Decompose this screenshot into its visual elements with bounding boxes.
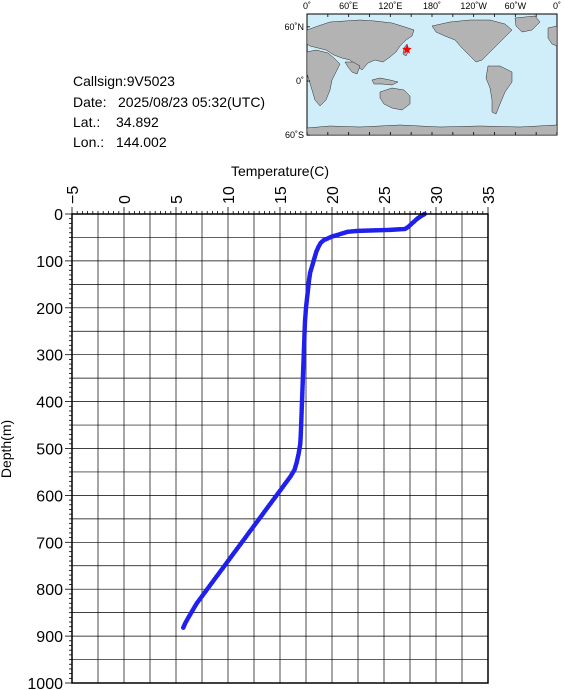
- map-lon-label: 180˚: [423, 1, 441, 11]
- y-tick-label: 100: [36, 254, 63, 271]
- x-tick-label: 20: [325, 186, 342, 204]
- callsign-label: Callsign:: [73, 73, 127, 89]
- land-indonesia: [371, 77, 399, 86]
- land-south-america: [485, 65, 513, 115]
- longitude-line: Lon.: 144.002: [73, 134, 167, 150]
- map-lat-label: 60˚S: [285, 130, 304, 140]
- land-africa: [306, 49, 341, 107]
- x-axis-title: Temperature(C): [231, 163, 329, 179]
- date-line: Date: 2025/08/23 05:32(UTC): [73, 94, 265, 110]
- land-india: [344, 61, 361, 75]
- temperature-profile-series: [180, 211, 427, 630]
- x-tick-labels: −5 0 5 10 15 20 25 30 35: [65, 186, 498, 204]
- map-lon-label: 60˚W: [505, 1, 527, 11]
- map-lon-label: 60˚E: [339, 1, 358, 11]
- x-tick-label: −5: [65, 186, 82, 204]
- plot-grid: [71, 213, 489, 684]
- land-europe-east-edge: [547, 25, 558, 47]
- y-tick-label: 500: [36, 442, 63, 459]
- y-tick-label: 200: [36, 301, 63, 318]
- map-lat-label: 60˚N: [284, 22, 304, 32]
- y-tick-label: 600: [36, 488, 63, 505]
- longitude-label: Lon.:: [73, 134, 104, 150]
- y-tick-label: 900: [36, 629, 63, 646]
- y-tick-label: 1000: [27, 676, 63, 690]
- x-tick-label: 0: [117, 195, 134, 204]
- profile-point: [180, 625, 186, 630]
- station-location-marker: [402, 44, 412, 54]
- x-tick-label: 15: [273, 186, 290, 204]
- map-lon-label: 120˚W: [460, 1, 487, 11]
- latitude-value: 34.892: [116, 114, 159, 130]
- land-australia: [379, 87, 411, 111]
- date-value: 2025/08/23 05:32(UTC): [118, 94, 265, 110]
- world-map-inset: 0˚ 60˚E 120˚E 180˚ 120˚W 60˚W 0˚ 60˚N 0˚ 60˚S: [284, 1, 561, 140]
- latitude-label: Lat.:: [73, 114, 100, 130]
- station-info: Callsign:9V5023 Date: 2025/08/23 05:32(U…: [73, 73, 265, 150]
- land-north-america: [431, 19, 513, 63]
- plot-frame: [71, 213, 489, 684]
- callsign-line: Callsign:9V5023: [73, 73, 175, 89]
- y-tick-label: 300: [36, 348, 63, 365]
- y-tick-label: 400: [36, 395, 63, 412]
- y-tick-label: 800: [36, 582, 63, 599]
- y-axis-title: Depth(m): [0, 420, 14, 478]
- date-label: Date:: [73, 94, 106, 110]
- longitude-value: 144.002: [116, 134, 167, 150]
- map-frame-ticks: [306, 14, 558, 136]
- map-lon-label: 0˚: [553, 1, 561, 11]
- plot-ticks: [65, 207, 489, 684]
- map-latitude-labels: 60˚N 0˚ 60˚S: [284, 22, 304, 140]
- land-eurasia: [306, 19, 415, 71]
- x-tick-label: 35: [481, 186, 498, 204]
- callsign-value: 9V5023: [127, 73, 175, 89]
- x-tick-label: 10: [221, 186, 238, 204]
- y-tick-labels: 0 100 200 300 400 500 600 700 800 900 1000: [27, 207, 63, 690]
- y-tick-label: 700: [36, 535, 63, 552]
- x-tick-label: 30: [429, 186, 446, 204]
- x-tick-label: 25: [377, 186, 394, 204]
- map-lon-label: 0˚: [303, 1, 311, 11]
- latitude-line: Lat.: 34.892: [73, 114, 159, 130]
- x-tick-label: 5: [169, 195, 186, 204]
- map-lon-label: 120˚E: [378, 1, 402, 11]
- temperature-depth-plot: −5 0 5 10 15 20 25 30 35 01002003004005006007008…: [0, 163, 498, 690]
- y-tick-label: 0: [54, 207, 63, 224]
- land-greenland: [514, 15, 541, 33]
- map-lat-label: 0˚: [296, 76, 304, 86]
- map-longitude-labels: 0˚ 60˚E 120˚E 180˚ 120˚W 60˚W 0˚: [303, 1, 561, 11]
